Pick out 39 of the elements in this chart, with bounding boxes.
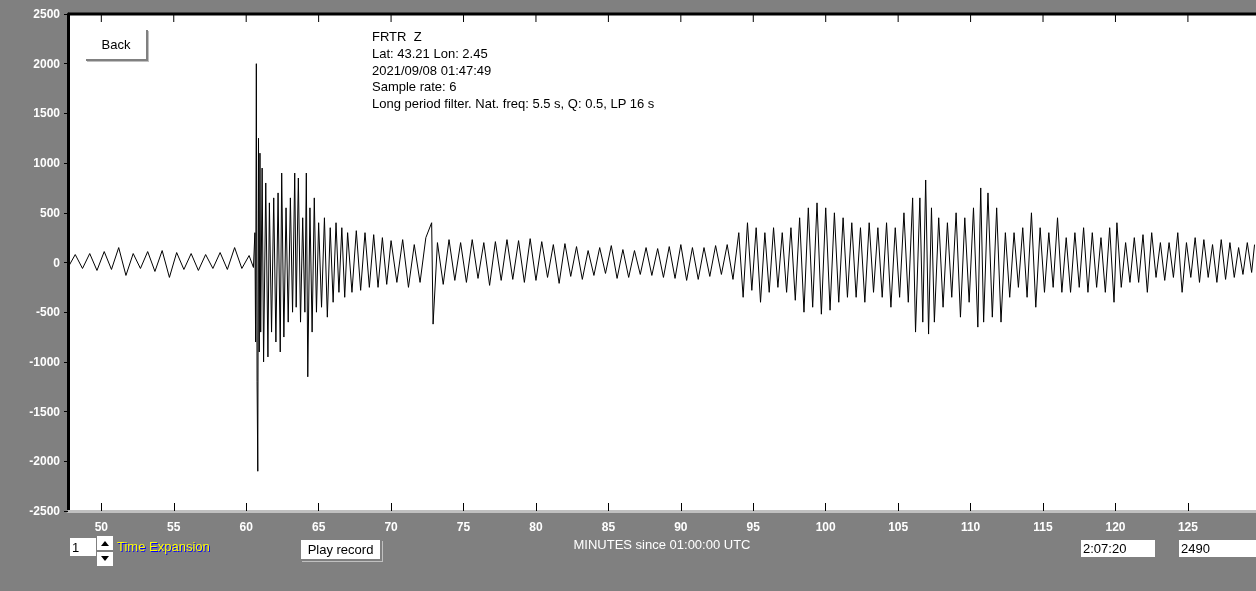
- expansion-field: 1: [70, 538, 96, 556]
- x-tick-label: 90: [674, 520, 688, 534]
- y-tick-label: 2000: [33, 56, 61, 71]
- y-tick-label: 500: [39, 205, 61, 220]
- annotation: Sample rate: 6: [372, 79, 457, 94]
- x-tick-label: 125: [1177, 520, 1199, 534]
- y-tick-label: 2500: [33, 7, 61, 21]
- back-button: Back: [86, 30, 148, 61]
- x-tick-label: 100: [815, 520, 837, 534]
- x-tick-label: 85: [601, 520, 616, 534]
- y-tick-label: -2000: [29, 454, 61, 469]
- x-tick-label: 50: [94, 520, 109, 534]
- y-tick-label: -2500: [29, 504, 61, 518]
- x-tick-label: 65: [311, 520, 326, 534]
- y-tick-label: -500: [35, 305, 61, 320]
- x-tick-label: 115: [1033, 520, 1054, 534]
- x-axis-title: MINUTES since 01:00:00 UTC: [573, 536, 751, 552]
- x-tick-label: 70: [384, 520, 399, 534]
- x-tick-label: 75: [456, 520, 471, 534]
- y-tick-label: -1000: [29, 354, 61, 369]
- annotation: Long period filter. Nat. freq: 5.5 s, Q: 0.5, LP 16 s: [372, 95, 655, 111]
- x-tick-label: 60: [239, 520, 254, 534]
- x-tick-label: 120: [1105, 520, 1126, 534]
- x-tick-label: 110: [960, 520, 981, 534]
- annotation: Lat: 43.21 Lon: 2.45: [372, 46, 488, 61]
- expansion-label: Time Expansion: [117, 539, 210, 554]
- x-tick-label: 80: [529, 520, 543, 534]
- x-tick-label: 95: [746, 520, 761, 534]
- count-field: 2490: [1179, 540, 1256, 557]
- y-tick-label: 0: [53, 255, 61, 270]
- x-tick-label: 55: [167, 520, 181, 534]
- play-button: Play record: [301, 540, 382, 561]
- annotation: 2021/09/08 01:47:49: [372, 62, 492, 78]
- x-tick-label: 105: [888, 520, 909, 534]
- time-field: 2:07:20: [1081, 540, 1155, 557]
- y-tick-label: 1500: [33, 106, 61, 121]
- y-tick-label: 1000: [33, 156, 61, 171]
- y-tick-label: -1500: [29, 404, 61, 419]
- text: FRTR Z: [372, 29, 422, 44]
